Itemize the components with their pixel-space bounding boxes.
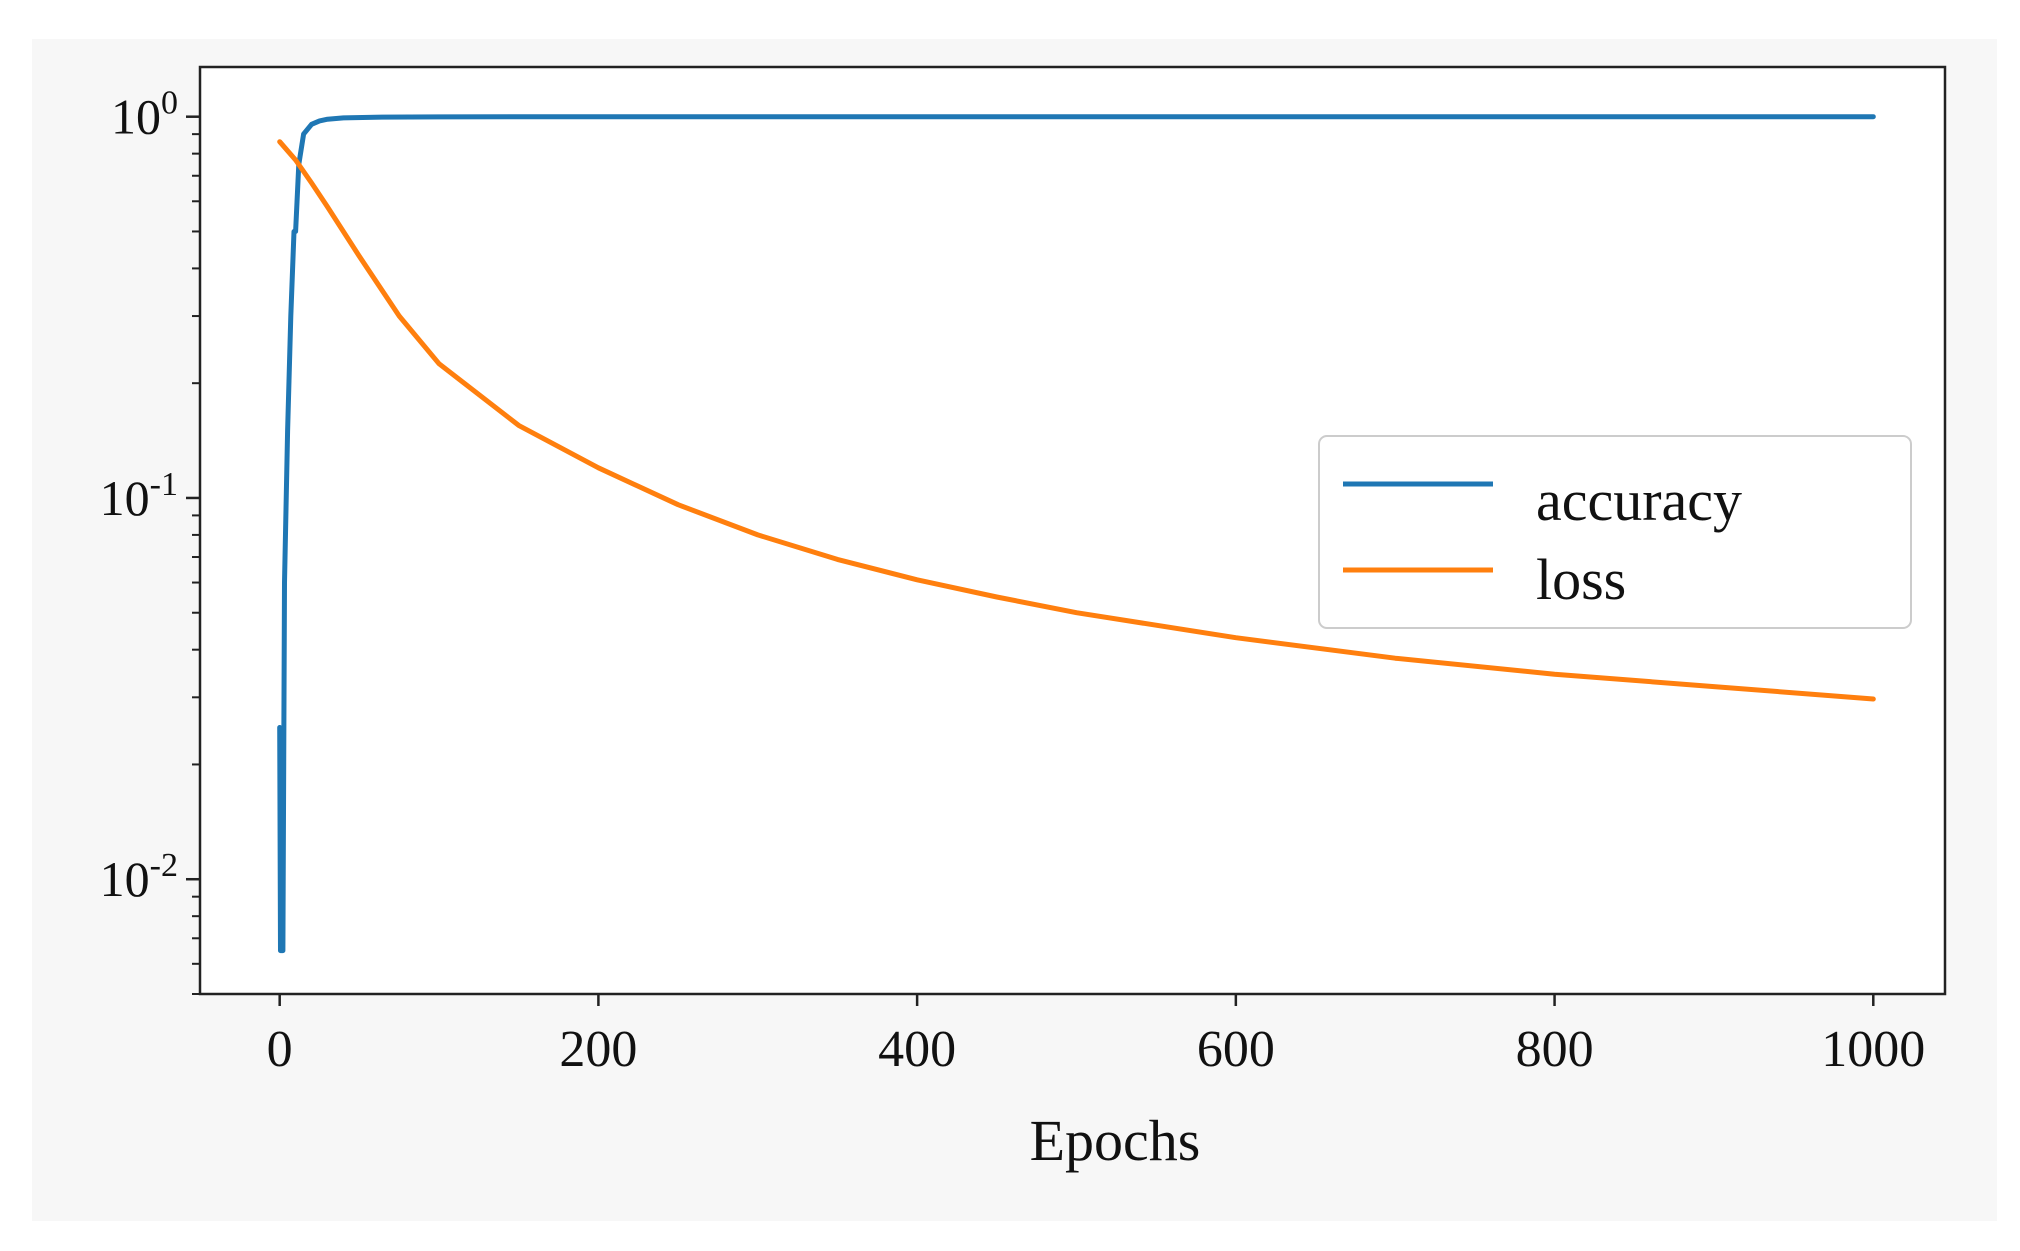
y-minor-ticks (192, 133, 200, 995)
series-line-accuracy (277, 114, 1876, 954)
x-tick-label-0: 0 (267, 1021, 293, 1078)
x-tick-label-1000: 1000 (1821, 1021, 1925, 1078)
y-tick-label--2: 10-2 (100, 847, 178, 907)
legend: accuracy loss (1318, 435, 1912, 629)
x-tick-label-600: 600 (1197, 1021, 1275, 1078)
x-tick-label-200: 200 (559, 1021, 637, 1078)
series-line-loss (277, 139, 1876, 702)
axes-frame (198, 65, 1947, 996)
x-axis-ticks: 0 200 400 600 800 1000 (267, 994, 1925, 1078)
x-tick-label-400: 400 (878, 1021, 956, 1078)
x-axis-label: Epochs (1030, 1108, 1201, 1173)
y-tick-label-0: 100 (111, 85, 178, 145)
x-tick-label-800: 800 (1516, 1021, 1594, 1078)
y-tick-label--1: 10-1 (100, 466, 178, 526)
legend-label-accuracy: accuracy (1536, 468, 1742, 533)
y-axis-ticks: 100 10-1 10-2 (100, 85, 200, 907)
legend-label-loss: loss (1536, 547, 1626, 612)
series-layer (277, 114, 1876, 954)
